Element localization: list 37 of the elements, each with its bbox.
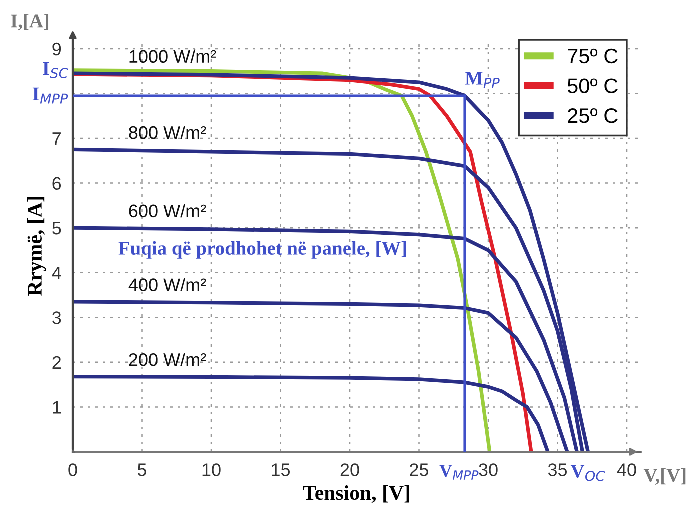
x-tick-label: 35 [548, 464, 568, 476]
y-axis-title: Rrymë, [A] [27, 197, 46, 296]
x-tick-label: 30 [479, 464, 498, 476]
y-tick-label: 3 [52, 312, 62, 324]
text: V,[V] [644, 468, 686, 485]
annotation: 1000 W/m² [130, 50, 216, 64]
y-tick-label: 2 [52, 356, 61, 369]
y-tick-label: 6 [52, 177, 62, 190]
x-tick-label: 10 [202, 464, 221, 476]
line-series [73, 374, 550, 452]
annotation: 800 W/m² [129, 126, 206, 140]
legend-label: 25º C [568, 108, 618, 124]
annotation: 600 W/m² [129, 204, 206, 218]
x-tick-label: 5 [138, 464, 147, 476]
y-tick-label: 4 [52, 266, 62, 280]
x-tick-label: 25 [410, 464, 429, 476]
x-tick-label: 20 [340, 464, 360, 476]
x-tick-label: 15 [272, 464, 290, 476]
x-tick-label: 40 [617, 464, 636, 476]
y-tick-label: 5 [52, 222, 62, 235]
y-tick-label: 9 [52, 42, 62, 56]
ref-line-label: V$_{MPP}$ [440, 465, 479, 480]
annotation: 200 W/m² [129, 352, 206, 366]
annotation: M$_{PP}$ [465, 72, 500, 88]
annotation: V$_{OC}$ [570, 465, 606, 482]
text: I,[A] [11, 14, 49, 31]
legend-label: 75º C [568, 48, 618, 64]
x-tick-label: 0 [68, 464, 78, 476]
legend-label: 50º C [568, 78, 618, 94]
annotation: 400 W/m² [128, 278, 206, 292]
ref-line-label: I$_{MPP}$ [32, 88, 68, 104]
annotation: I$_{SC}$ [43, 62, 68, 78]
line-series [73, 300, 570, 452]
annotation: Fuqia që prodhohet në panele, [W] [118, 241, 406, 259]
x-axis-title: Tension, [V] [303, 486, 410, 504]
y-tick-label: 7 [52, 132, 61, 146]
y-tick-label: 1 [53, 401, 62, 414]
